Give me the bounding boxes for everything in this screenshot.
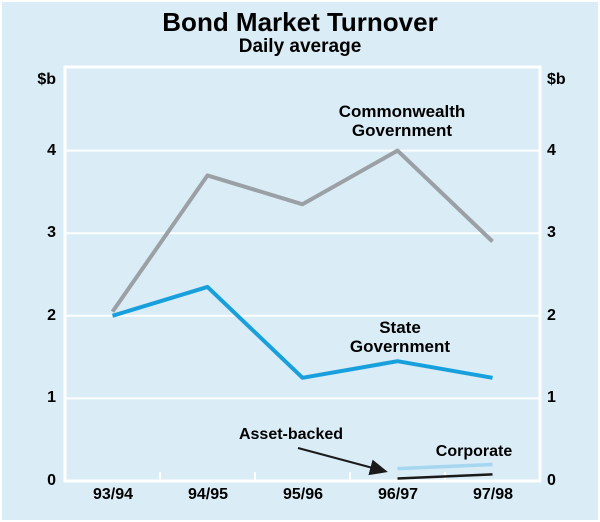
y-axis-label-right: 4 [547,142,556,159]
x-axis-label: 97/98 [472,486,514,503]
y-axis-label-right: 0 [547,472,556,489]
series-label-line: Government [351,121,453,140]
asset-backed-arrow [297,447,388,476]
y-axis-label-right: 3 [547,224,556,241]
series-label-state-government: State Government [350,318,450,356]
y-axis-label-left: 3 [47,224,56,241]
series-label-line: Commonwealth [338,102,466,121]
chart-title: Bond Market Turnover [162,7,438,37]
x-axis-label: 95/96 [282,486,324,503]
y-axis-label-left: 1 [47,389,56,406]
y-axis-label-left: 4 [47,142,56,159]
series-label-asset-backed: Asset-backed [238,426,344,443]
y-axis-unit-right: $b [547,71,566,88]
y-axis-label-left: 2 [47,307,56,324]
y-axis-label-right: 1 [547,389,556,406]
series-line-asset-backed [397,473,493,480]
series-line-state-government [111,284,493,380]
series-label-corporate: Corporate [435,443,513,460]
series-label-line: State [379,318,421,337]
series-line-commonwealth-government [110,148,494,313]
y-axis-label-left: 0 [47,472,56,489]
series-label-commonwealth-government: Commonwealth Government [339,102,466,140]
series-line-corporate [397,462,493,471]
x-axis-label: 96/97 [377,486,419,503]
series-label-line: Government [349,337,451,356]
x-axis-label: 94/95 [187,486,229,503]
y-axis-label-right: 2 [547,307,556,324]
y-axis-unit-left: $b [37,71,56,88]
x-axis-label: 93/94 [92,486,134,503]
chart-subtitle: Daily average [238,36,362,57]
